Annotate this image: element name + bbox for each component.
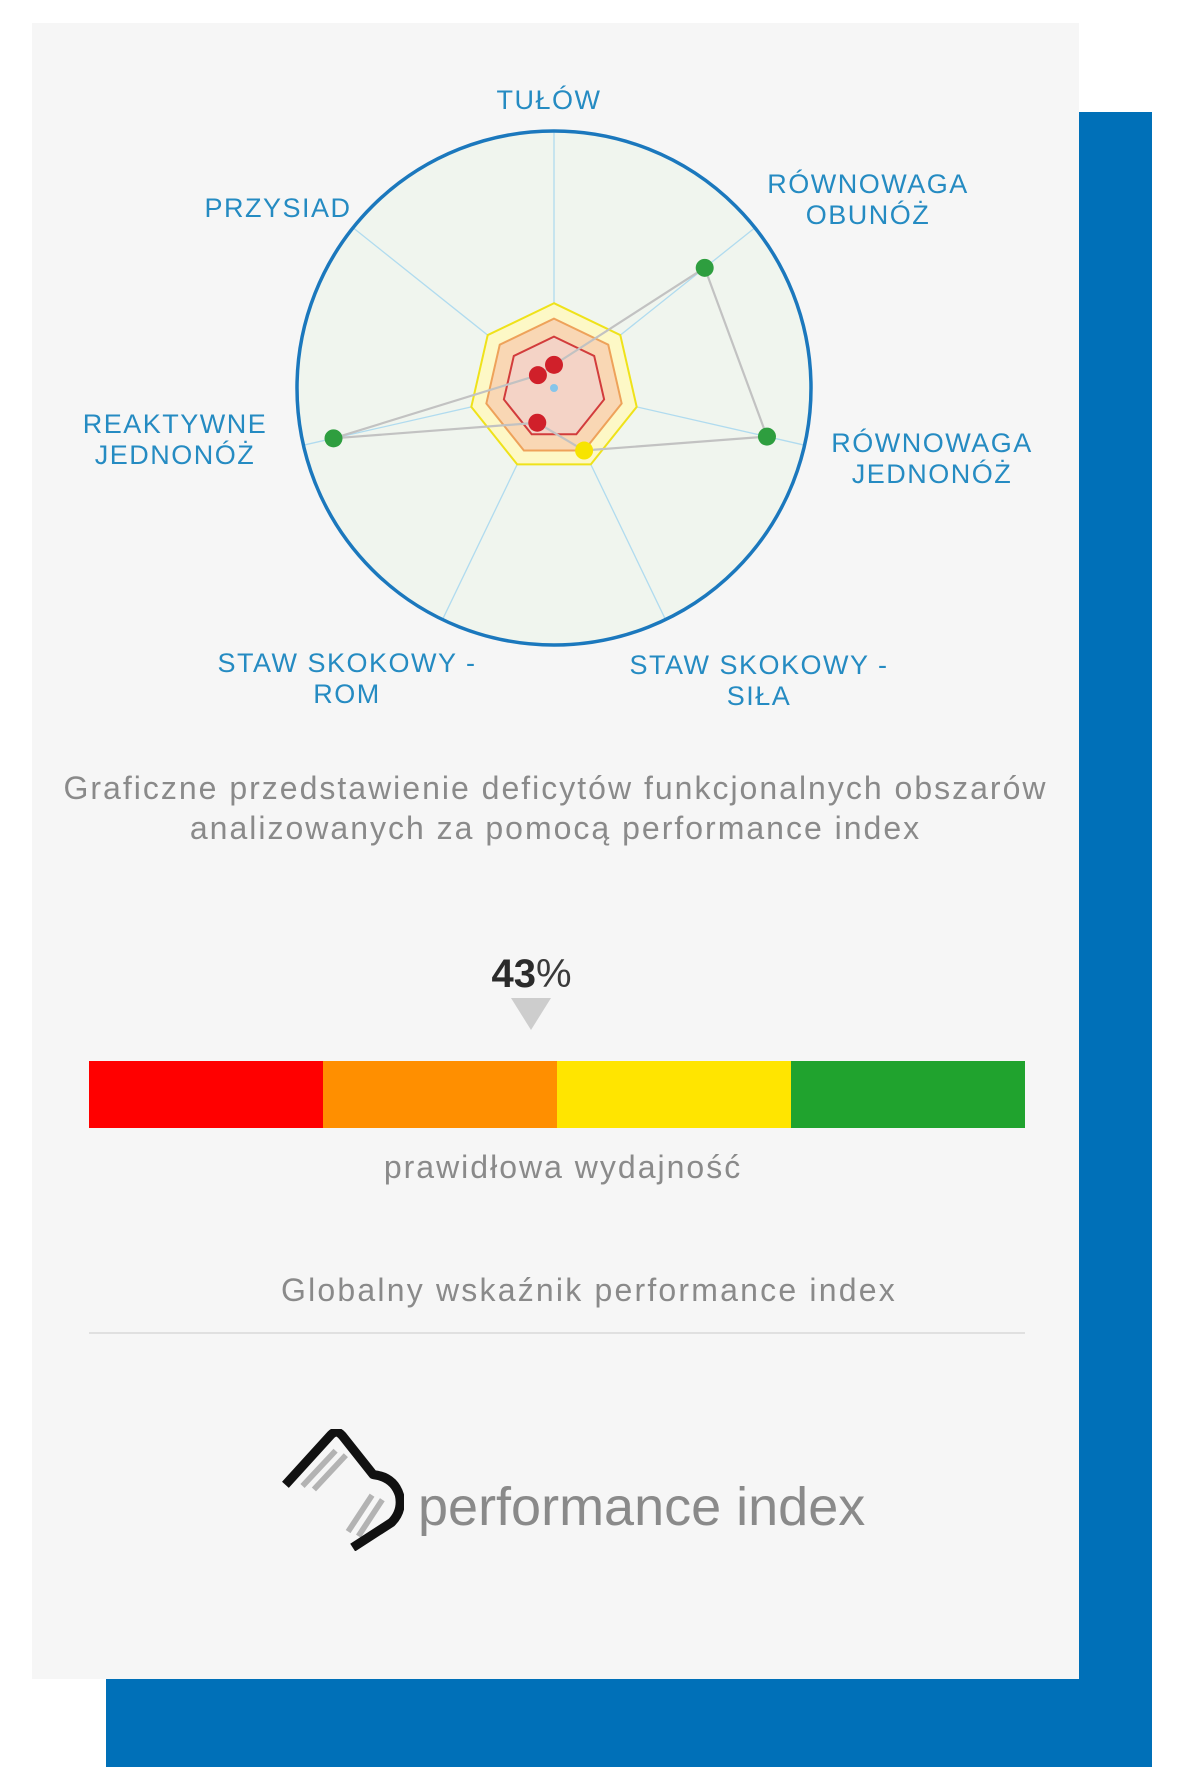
- radar-axis-label: RÓWNOWAGA OBUNÓŻ: [767, 168, 969, 230]
- radar-point: [545, 355, 563, 374]
- radar-axis-label-line: JEDNONÓŻ: [95, 439, 256, 470]
- logo-text: performance index: [418, 1477, 866, 1537]
- radar-axis-label-line: STAW SKOKOWY -: [217, 648, 476, 678]
- radar-point: [757, 427, 776, 446]
- gauge-segment-yellow: [557, 1061, 791, 1128]
- radar-axis-label-line: PRZYSIAD: [204, 193, 351, 223]
- radar-axis-label-line: JEDNONÓŻ: [852, 458, 1013, 489]
- radar-axis-label-line: ROM: [313, 679, 381, 709]
- radar-axis-label-line: SIŁA: [727, 681, 792, 711]
- radar-axis-label: RÓWNOWAGA JEDNONÓŻ: [831, 427, 1033, 489]
- radar-point: [695, 258, 714, 277]
- gauge-value: 43%: [491, 954, 571, 994]
- radar-axis-label: REAKTYWNE JEDNONÓŻ: [83, 409, 268, 470]
- chart-caption-line: analizowanych za pomocą performance inde…: [189, 810, 922, 846]
- radar-axis-label-line: OBUNÓŻ: [806, 199, 931, 230]
- radar-axis-label-line: STAW SKOKOWY -: [629, 650, 888, 680]
- chart-caption-line: Graficzne przedstawienie deficytów funkc…: [63, 770, 1048, 806]
- divider: [89, 1332, 1025, 1334]
- radar-outer-ring: [295, 129, 813, 647]
- gauge-bar: [89, 1061, 1025, 1128]
- radar-axis-label: TUŁÓW: [497, 84, 602, 115]
- radar-axis-label: PRZYSIAD: [204, 193, 351, 223]
- marker-triangle-icon: [511, 998, 552, 1030]
- radar-axis-label-line: TUŁÓW: [497, 84, 602, 115]
- gauge-segment-green: [791, 1061, 1025, 1128]
- radar-point: [528, 413, 547, 432]
- radar-axis-label: STAW SKOKOWY -ROM: [217, 648, 476, 709]
- radar-point: [575, 441, 594, 460]
- chart-caption: Graficzne przedstawienie deficytów funkc…: [32, 768, 1079, 848]
- gauge-caption: prawidłowa wydajność: [383, 1149, 743, 1185]
- radar-center-dot: [550, 384, 558, 392]
- radar-axis-label-line: REAKTYWNE: [83, 409, 268, 439]
- radar-point: [528, 366, 547, 385]
- radar-point: [324, 429, 343, 448]
- radar-axis-label: STAW SKOKOWY -SIŁA: [629, 650, 888, 711]
- gauge-value-number: 43: [491, 952, 536, 996]
- gauge-value-unit: %: [535, 952, 572, 996]
- performance-index-logo-icon: [282, 1429, 404, 1551]
- gauge-segment-orange: [323, 1061, 557, 1128]
- gauge-marker: 43%: [491, 954, 572, 1034]
- global-index-label: Globalny wskaźnik performance index: [281, 1272, 897, 1308]
- gauge-segment-red: [89, 1061, 323, 1128]
- report-card: TUŁÓW RÓWNOWAGA OBUNÓŻ RÓWNOWAGA JEDNONÓŻ STA…: [32, 23, 1079, 1679]
- radar-axis-label-line: RÓWNOWAGA: [767, 168, 969, 199]
- performance-gauge: 43%: [89, 952, 1025, 1128]
- radar-axis-label-line: RÓWNOWAGA: [831, 427, 1033, 458]
- radar-data-outline: [332, 266, 769, 452]
